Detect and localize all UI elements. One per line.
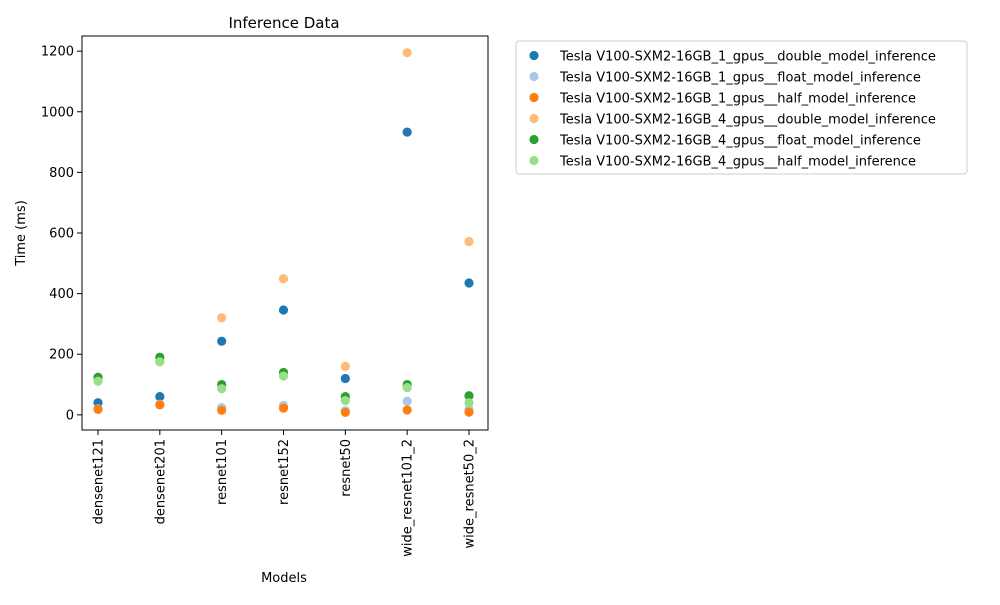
data-point <box>464 236 474 247</box>
y-tick-label: 200 <box>49 348 74 363</box>
legend-marker <box>529 113 539 124</box>
legend-marker <box>529 155 539 166</box>
x-tick-label: resnet101 <box>215 439 230 505</box>
data-point <box>93 376 103 386</box>
data-point <box>217 405 227 415</box>
data-point <box>464 398 474 408</box>
data-point <box>278 274 289 284</box>
x-tick-label: wide_resnet101_2 <box>401 439 416 557</box>
plot-area: 0 200 400 600 800 1000 1200 densenet121 densenet… <box>41 45 478 557</box>
data-point <box>155 392 165 402</box>
y-axis-title: Time (ms) <box>14 200 29 267</box>
x-tick-label: wide_resnet50_2 <box>463 439 478 548</box>
legend: Tesla V100-SXM2-16GB_1_gpus__double_mode… <box>515 40 968 175</box>
data-point <box>464 278 474 288</box>
data-point <box>464 407 474 417</box>
data-point <box>402 382 412 393</box>
data-point <box>402 48 412 58</box>
data-point <box>464 391 474 401</box>
data-point <box>340 373 350 384</box>
data-point <box>155 357 165 367</box>
legend-marker <box>529 50 539 61</box>
legend-marker <box>529 92 539 103</box>
data-point <box>93 404 103 414</box>
data-point <box>278 305 289 315</box>
data-point <box>402 127 412 137</box>
y-tick-label: 600 <box>49 227 74 242</box>
data-point <box>217 313 227 323</box>
y-tick-label: 400 <box>49 287 74 302</box>
y-tick-label: 0 <box>66 408 74 423</box>
data-point <box>340 407 350 418</box>
data-point <box>402 405 412 415</box>
y-tick-label: 800 <box>49 166 74 181</box>
data-point <box>217 384 227 394</box>
legend-label: Tesla V100-SXM2-16GB_4_gpus__float_model… <box>559 134 921 149</box>
plot-frame <box>81 35 489 431</box>
legend-label: Tesla V100-SXM2-16GB_1_gpus__half_model_… <box>559 92 916 107</box>
data-point <box>278 371 289 381</box>
x-tick-label: resnet50 <box>339 439 354 497</box>
chart-title: Inference Data <box>228 14 339 32</box>
x-axis-title: Models <box>261 571 307 586</box>
data-point <box>340 396 350 406</box>
data-point <box>155 400 165 410</box>
data-point <box>278 403 289 413</box>
legend-label: Tesla V100-SXM2-16GB_4_gpus__double_mode… <box>559 113 936 128</box>
legend-frame <box>515 40 968 175</box>
data-point <box>340 361 350 371</box>
legend-marker <box>529 71 539 82</box>
y-tick-label: 1000 <box>41 105 74 120</box>
x-tick-label: densenet121 <box>92 439 107 524</box>
data-point <box>217 336 227 346</box>
legend-label: Tesla V100-SXM2-16GB_1_gpus__double_mode… <box>559 50 936 65</box>
legend-marker <box>529 134 539 145</box>
y-tick-label: 1200 <box>41 45 74 60</box>
legend-label: Tesla V100-SXM2-16GB_1_gpus__float_model… <box>559 71 921 86</box>
x-tick-label: resnet152 <box>277 439 292 505</box>
x-tick-label: densenet201 <box>153 439 168 524</box>
data-point <box>402 396 412 406</box>
legend-label: Tesla V100-SXM2-16GB_4_gpus__half_model_… <box>559 155 916 170</box>
